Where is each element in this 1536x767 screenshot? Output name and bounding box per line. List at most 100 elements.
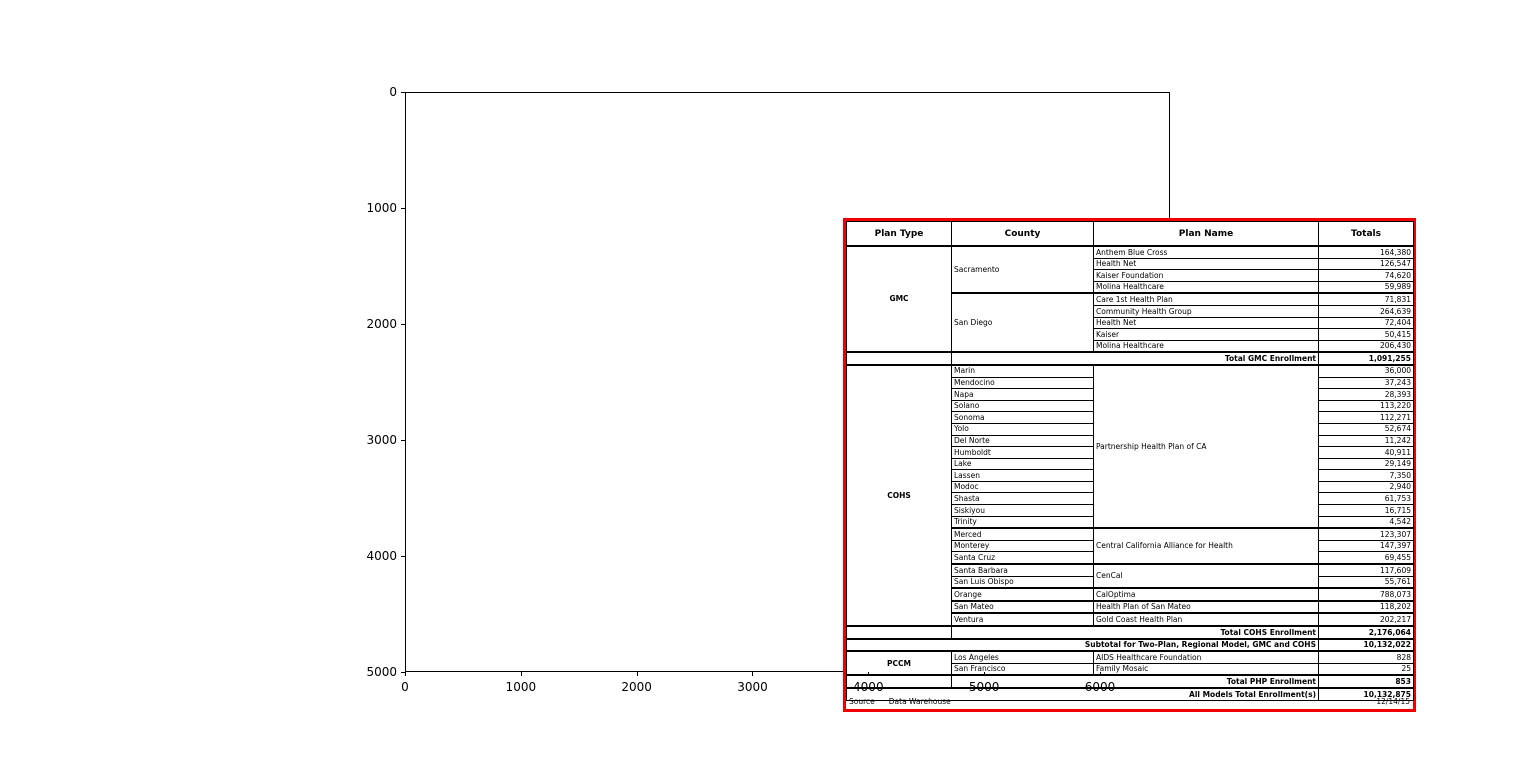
plan-name-cell: Kaiser Foundation <box>1093 269 1319 282</box>
total-value-cell: 16,715 <box>1318 504 1414 517</box>
y-tick-mark <box>401 672 405 673</box>
plan-name-cell: Health Net <box>1093 257 1319 271</box>
table-row: Mendocino 37,243 <box>847 376 1414 390</box>
source-label: Source <box>849 697 875 706</box>
table-row: Total GMC Enrollment 1,091,255 <box>846 351 1414 366</box>
county-cell: Los Angeles <box>951 650 1094 664</box>
report-date: 12/14/15 <box>1376 697 1410 706</box>
county-cell: San Diego <box>951 292 1094 353</box>
total-value-cell: 118,202 <box>1318 599 1414 614</box>
x-tick-mark <box>636 672 638 676</box>
total-label-cell: Total PHP Enrollment <box>951 674 1319 689</box>
plan-name-cell: Health Plan of San Mateo <box>1093 599 1319 614</box>
report-footer: Source Data Warehouse 12/14/15 <box>849 697 1410 706</box>
plan-type-cell <box>846 351 952 366</box>
county-cell: Ventura <box>951 612 1094 627</box>
county-cell: Shasta <box>951 492 1094 506</box>
y-tick-mark <box>401 556 405 557</box>
total-value-cell: 36,000 <box>1318 363 1414 378</box>
total-label-cell: All Models Total Enrollment(s) <box>846 686 1319 701</box>
county-cell: Del Norte <box>951 434 1094 448</box>
header-cell: Totals <box>1318 221 1414 247</box>
plan-name-cell: Kaiser <box>1093 328 1319 341</box>
table-row: Orange CalOptima 788,073 <box>847 587 1414 602</box>
x-tick-label: 0 <box>401 680 409 694</box>
plan-name-cell: CenCal <box>1093 563 1319 589</box>
county-cell: Santa Cruz <box>951 551 1094 565</box>
y-tick-mark <box>401 208 405 209</box>
plot-area: Plan Type County Plan Name Totals GMC Sacrame… <box>405 92 1416 712</box>
x-tick-mark <box>984 672 986 676</box>
county-cell: Mendocino <box>951 376 1094 390</box>
county-cell: San Luis Obispo <box>951 575 1094 589</box>
table-row: PCCM Los Angeles AIDS Healthcare Foundatio… <box>846 650 1414 676</box>
total-value-cell: 25 <box>1318 662 1414 676</box>
x-tick-mark <box>752 672 754 676</box>
y-tick-label: 5000 <box>366 665 397 679</box>
table-row: San Diego Care 1st Health Plan 71,831 <box>847 292 1414 353</box>
table-row: Humboldt 40,911 <box>847 446 1414 459</box>
county-cell: Santa Barbara <box>951 563 1094 577</box>
table-row: GMC Sacramento Anthem Blue Cross 164,380 <box>846 245 1414 353</box>
plan-name-cell: Partnership Health Plan of CA <box>1093 363 1319 529</box>
county-cell: Trinity <box>951 515 1094 529</box>
total-value-cell: 40,911 <box>1318 446 1414 459</box>
total-value-cell: 113,220 <box>1318 399 1414 413</box>
header-cell: Plan Type <box>846 221 952 247</box>
total-value-cell: 28,393 <box>1318 388 1414 401</box>
table-row: San Francisco Family Mosaic 25 <box>847 662 1414 676</box>
county-cell: Siskiyou <box>951 504 1094 517</box>
total-value-cell: 788,073 <box>1318 587 1414 602</box>
county-cell: Merced <box>951 527 1094 541</box>
total-value-cell: 71,831 <box>1318 292 1414 306</box>
plan-type-cell: COHS <box>846 363 952 627</box>
table-row: Shasta 61,753 <box>847 492 1414 506</box>
total-value-cell: 126,547 <box>1318 257 1414 271</box>
total-value-cell: 2,176,064 <box>1318 625 1414 640</box>
total-value-cell: 4,542 <box>1318 515 1414 529</box>
plan-name-cell: CalOptima <box>1093 587 1319 602</box>
total-value-cell: 59,989 <box>1318 280 1414 294</box>
total-label-cell: Total COHS Enrollment <box>951 625 1319 640</box>
table-row: COHS Marin Partnership Health Plan of CA 36… <box>846 363 1414 627</box>
total-label-cell: Total GMC Enrollment <box>951 351 1319 366</box>
plan-name-cell: Anthem Blue Cross <box>1093 245 1319 259</box>
y-tick-label: 3000 <box>366 433 397 447</box>
plan-type-cell <box>846 625 952 640</box>
y-tick-label: 0 <box>389 85 397 99</box>
total-value-cell: 147,397 <box>1318 539 1414 553</box>
county-cell: Lake <box>951 457 1094 471</box>
x-tick-label: 6000 <box>1084 680 1116 694</box>
total-value-cell: 206,430 <box>1318 339 1414 353</box>
x-tick-label: 5000 <box>968 680 1000 694</box>
total-value-cell: 264,639 <box>1318 304 1414 318</box>
enrollment-table: Plan Type County Plan Name Totals GMC Sacrame… <box>846 221 1414 701</box>
total-value-cell: 69,455 <box>1318 551 1414 565</box>
table-row: Subtotal for Two-Plan, Regional Model, G… <box>846 637 1414 652</box>
county-cell: Humboldt <box>951 446 1094 459</box>
x-tick-label: 1000 <box>505 680 537 694</box>
total-value-cell: 72,404 <box>1318 316 1414 330</box>
table-row: Kaiser Foundation 74,620 <box>847 269 1414 282</box>
total-value-cell: 1,091,255 <box>1318 351 1414 366</box>
plan-name-cell: Care 1st Health Plan <box>1093 292 1319 306</box>
plan-name-cell: AIDS Healthcare Foundation <box>1093 650 1319 664</box>
total-value-cell: 50,415 <box>1318 328 1414 341</box>
y-tick-mark <box>401 440 405 441</box>
table-row: San Luis Obispo 55,761 <box>847 575 1414 589</box>
plan-type-cell: PCCM <box>846 650 952 676</box>
table-row: Santa Cruz 69,455 <box>847 551 1414 565</box>
county-cell: San Francisco <box>951 662 1094 676</box>
county-cell: Sacramento <box>951 245 1094 294</box>
plan-name-cell: Gold Coast Health Plan <box>1093 612 1319 627</box>
total-value-cell: 112,271 <box>1318 411 1414 424</box>
total-label-cell: Subtotal for Two-Plan, Regional Model, G… <box>846 637 1319 652</box>
plan-name-cell: Community Health Group <box>1093 304 1319 318</box>
county-cell: Monterey <box>951 539 1094 553</box>
x-tick-label: 3000 <box>737 680 768 694</box>
total-value-cell: 10,132,875 <box>1318 686 1414 701</box>
table-row: All Models Total Enrollment(s) 10,132,875 <box>846 686 1414 701</box>
total-value-cell: 74,620 <box>1318 269 1414 282</box>
header-cell: Plan Name <box>1093 221 1319 247</box>
county-cell: Lassen <box>951 469 1094 482</box>
